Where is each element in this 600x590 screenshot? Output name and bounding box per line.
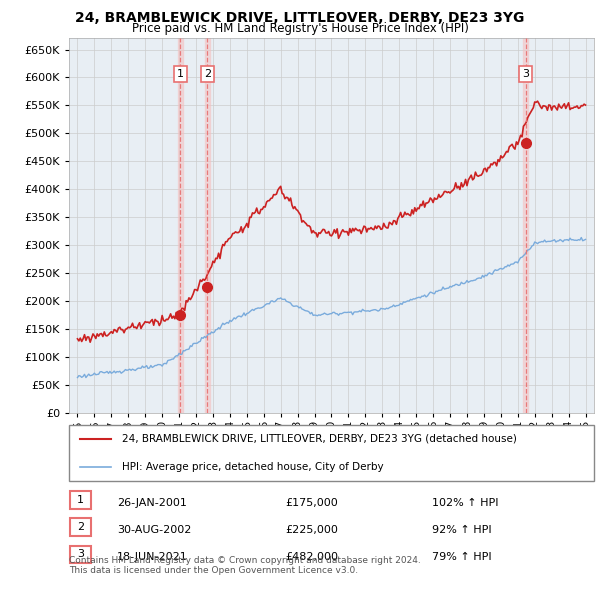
Text: 1: 1	[77, 495, 84, 505]
Text: Price paid vs. HM Land Registry's House Price Index (HPI): Price paid vs. HM Land Registry's House …	[131, 22, 469, 35]
Text: 79% ↑ HPI: 79% ↑ HPI	[432, 552, 491, 562]
FancyBboxPatch shape	[70, 491, 91, 509]
Bar	[523, 38, 528, 413]
Text: 92% ↑ HPI: 92% ↑ HPI	[432, 525, 491, 535]
Text: Contains HM Land Registry data © Crown copyright and database right 2024.
This d: Contains HM Land Registry data © Crown c…	[69, 556, 421, 575]
Text: 102% ↑ HPI: 102% ↑ HPI	[432, 498, 499, 507]
Text: 1: 1	[177, 69, 184, 79]
Text: 24, BRAMBLEWICK DRIVE, LITTLEOVER, DERBY, DE23 3YG (detached house): 24, BRAMBLEWICK DRIVE, LITTLEOVER, DERBY…	[121, 434, 517, 444]
FancyBboxPatch shape	[70, 519, 91, 536]
Text: 3: 3	[77, 549, 84, 559]
Text: 18-JUN-2021: 18-JUN-2021	[117, 552, 188, 562]
Text: HPI: Average price, detached house, City of Derby: HPI: Average price, detached house, City…	[121, 462, 383, 472]
Text: 24, BRAMBLEWICK DRIVE, LITTLEOVER, DERBY, DE23 3YG: 24, BRAMBLEWICK DRIVE, LITTLEOVER, DERBY…	[76, 11, 524, 25]
Text: £225,000: £225,000	[286, 525, 338, 535]
FancyBboxPatch shape	[69, 425, 594, 481]
Text: 2: 2	[77, 522, 84, 532]
Bar	[205, 38, 210, 413]
Text: £175,000: £175,000	[286, 498, 338, 507]
Text: 3: 3	[522, 69, 529, 79]
Text: 30-AUG-2002: 30-AUG-2002	[117, 525, 191, 535]
Bar	[178, 38, 183, 413]
Text: £482,000: £482,000	[286, 552, 338, 562]
FancyBboxPatch shape	[70, 546, 91, 563]
Text: 26-JAN-2001: 26-JAN-2001	[117, 498, 187, 507]
Text: 2: 2	[203, 69, 211, 79]
